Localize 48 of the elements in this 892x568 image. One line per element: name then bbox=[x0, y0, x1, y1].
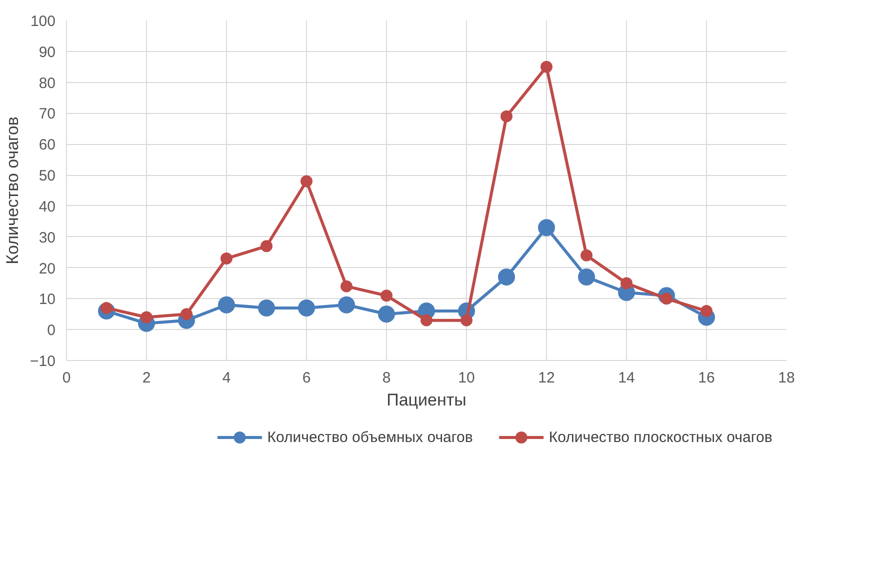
point bbox=[578, 268, 595, 286]
legend-label: Количество плоскостных очагов bbox=[548, 429, 772, 446]
point bbox=[340, 280, 352, 292]
x-tick-label: 12 bbox=[538, 370, 555, 386]
point bbox=[338, 296, 355, 314]
point bbox=[218, 296, 235, 314]
x-tick-label: 18 bbox=[778, 370, 795, 386]
x-tick-label: 8 bbox=[382, 370, 391, 386]
y-tick-label: 80 bbox=[38, 74, 56, 92]
point bbox=[620, 277, 632, 290]
y-tick-label: 90 bbox=[38, 44, 56, 61]
y-tick-label: 70 bbox=[38, 106, 56, 123]
point bbox=[258, 299, 275, 316]
point bbox=[298, 299, 315, 316]
point bbox=[460, 314, 472, 326]
y-tick-label: 20 bbox=[38, 260, 56, 278]
y-tick-label: 30 bbox=[38, 229, 56, 246]
point bbox=[700, 305, 712, 318]
x-tick-label: 4 bbox=[222, 370, 231, 386]
point bbox=[378, 306, 395, 323]
point bbox=[220, 252, 232, 264]
y-tick-label: 40 bbox=[38, 198, 56, 216]
point bbox=[538, 219, 555, 236]
x-tick-label: 16 bbox=[698, 370, 715, 386]
point bbox=[380, 290, 392, 302]
y-tick-label: 0 bbox=[47, 322, 56, 340]
legend-label: Количество объемных очагов bbox=[267, 429, 473, 446]
point bbox=[140, 311, 152, 324]
point bbox=[180, 308, 192, 320]
x-tick-label: 2 bbox=[142, 370, 151, 386]
x-tick-label: 6 bbox=[302, 370, 311, 386]
point bbox=[420, 314, 432, 326]
point bbox=[260, 240, 272, 252]
x-tick-label: 14 bbox=[618, 370, 635, 386]
y-axis-title: Количество очагов bbox=[3, 116, 22, 264]
x-tick-label: 10 bbox=[458, 370, 475, 386]
x-tick-label: 0 bbox=[62, 370, 71, 386]
y-tick-label: 50 bbox=[38, 168, 56, 185]
y-tick-label: −10 bbox=[30, 353, 56, 370]
point bbox=[300, 175, 312, 188]
point bbox=[500, 110, 512, 122]
x-axis-title: Пациенты bbox=[386, 390, 466, 410]
y-tick-label: 10 bbox=[38, 291, 56, 308]
y-tick-label: 100 bbox=[30, 13, 56, 30]
point bbox=[540, 60, 552, 73]
point bbox=[580, 249, 592, 262]
y-tick-label: 60 bbox=[38, 136, 56, 154]
point bbox=[498, 268, 515, 286]
